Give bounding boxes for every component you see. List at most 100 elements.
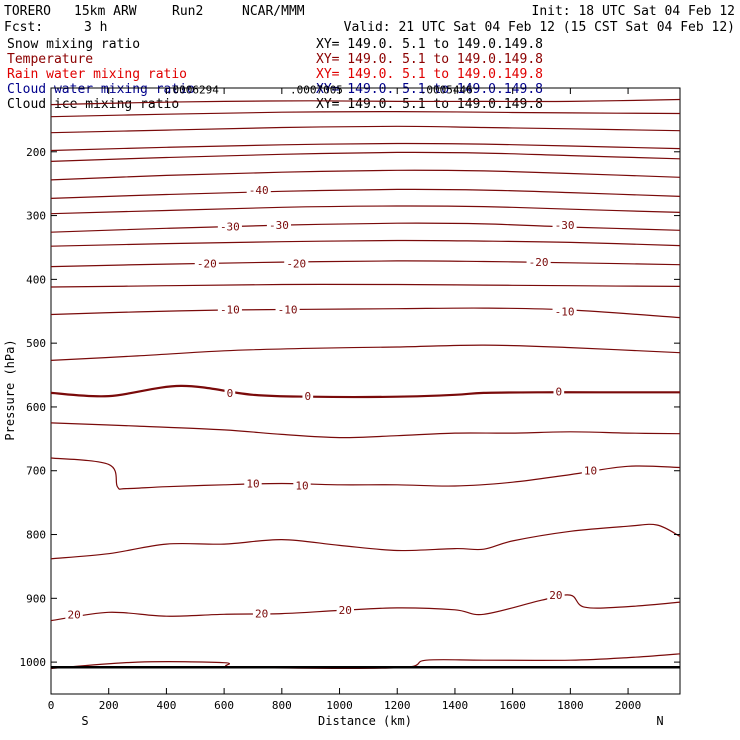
x-tick-label: 600: [214, 699, 234, 712]
contour-label-bg: [217, 303, 242, 316]
contour-label-bg: [293, 479, 311, 492]
y-tick-label: 300: [26, 210, 46, 223]
contour-line-0: [50, 384, 680, 399]
contour-label-bg: [246, 184, 271, 197]
x-tick-label: 400: [156, 699, 176, 712]
fcst-label: Fcst:: [4, 20, 43, 35]
south-label: S: [81, 714, 88, 728]
field-name: Temperature: [7, 52, 93, 67]
contour-label-bg: [65, 608, 83, 621]
x-axis-label: Distance (km): [318, 714, 412, 728]
contour-label: -30: [220, 220, 240, 233]
contour-line-m10: [50, 307, 681, 319]
y-tick-label: 600: [26, 401, 46, 414]
y-tick-label: 200: [26, 146, 46, 159]
contour-label: 10: [584, 465, 597, 478]
contour-label-bg: [302, 390, 314, 403]
plot-area: -40 -30 -30 -30 -20 -20 -20 -10 -10 -10 0 0 0 10 10 10 2…: [20, 84, 681, 712]
field-legend: Snow mixing ratio XY= 149.0. 5.1 to 149.0…: [7, 37, 543, 112]
x-tick-label: 1800: [557, 699, 584, 712]
contour-label: 0: [227, 387, 234, 400]
contour-line-20: [50, 594, 681, 622]
contour-label: 10: [246, 477, 259, 490]
valid-time: Valid: 21 UTC Sat 04 Feb 12 (15 CST Sat …: [344, 20, 735, 35]
contour-label-bg: [275, 303, 300, 316]
contour-line-15: [50, 523, 681, 560]
y-tick-label: 700: [26, 465, 46, 478]
contour-label: 20: [339, 604, 352, 617]
contour-label: 20: [67, 608, 80, 621]
resolution-label: 15km ARW: [74, 4, 137, 19]
contour-label-bg: [552, 305, 577, 318]
contour-line-m55: [50, 142, 681, 152]
contour-label: 0: [304, 390, 311, 403]
contour-label-bg: [266, 219, 291, 232]
contour-label-bg: [526, 256, 551, 269]
contour-label-bg: [244, 477, 262, 490]
x-tick-label: 1200: [384, 699, 411, 712]
contour-label: -30: [269, 219, 289, 232]
contour-label: -10: [220, 303, 240, 316]
field-xy: XY= 149.0. 5.1 to 149.0.149.8: [316, 82, 543, 97]
x-tick-label: 200: [99, 699, 119, 712]
contour-label: 10: [295, 479, 308, 492]
contour-label-bg: [217, 220, 242, 233]
contour-line-m70: [50, 98, 681, 106]
contour-label: 20: [549, 589, 562, 602]
init-time: Init: 18 UTC Sat 04 Feb 12: [532, 4, 736, 19]
contour-label-bg: [547, 589, 565, 602]
contour-line-5: [50, 422, 681, 439]
contour-line-m25: [50, 239, 681, 247]
contour-label-bg: [336, 603, 355, 616]
x-tick-label: 1400: [442, 699, 469, 712]
contour-line-m30: [50, 222, 681, 233]
contour-label: -20: [286, 257, 306, 270]
contour-line-m20: [50, 260, 681, 268]
model-title: TORERO: [4, 4, 51, 19]
plot-frame: [50, 87, 681, 695]
contour-label: -30: [555, 219, 575, 232]
y-tick-label: 400: [26, 273, 46, 286]
x-tick-label: 1000: [326, 699, 353, 712]
contour-label: -10: [555, 305, 575, 318]
contour-line-m15: [50, 283, 681, 288]
temperature-contours: [50, 98, 681, 670]
y-tick-label: 500: [26, 337, 46, 350]
field-xy: XY= 149.0. 5.1 to 149.0.149.8: [316, 52, 543, 67]
contour-labels: -40 -30 -30 -30 -20 -20 -20 -10 -10 -10 0 0 0 10 10 10 2…: [65, 184, 600, 621]
x-tick-label: 2000: [615, 699, 642, 712]
field-xy: XY= 149.0. 5.1 to 149.0.149.8: [316, 67, 543, 82]
x-tick-label: 800: [272, 699, 292, 712]
field-xy: XY= 149.0. 5.1 to 149.0.149.8: [316, 37, 543, 52]
contour-label: -20: [529, 256, 549, 269]
contour-label: -20: [197, 257, 217, 270]
contour-line-m50: [50, 169, 681, 181]
cloud-ice-labels: .0006294 .0007005 .0005446: [166, 84, 473, 97]
contour-line-m5: [50, 344, 681, 361]
contour-label: -10: [278, 303, 298, 316]
contour-label-bg: [252, 607, 271, 620]
header: TORERO 15km ARW Run2 NCAR/MMM Init: 18 U…: [4, 4, 735, 35]
x-tick-label: 1600: [499, 699, 526, 712]
cloud-ice-label: .0007005: [290, 84, 343, 97]
x-tick-label: 0: [48, 699, 55, 712]
contour-line-m40: [50, 188, 681, 199]
contour-label: -40: [249, 184, 269, 197]
field-name: Cloud water mixing ratio: [7, 82, 195, 97]
org-label: NCAR/MMM: [242, 4, 305, 19]
x-axis-ticks: 0 200 400 600 800 1000 1200 1400 1600 1800 2000: [48, 88, 642, 712]
cloud-ice-label: .0005446: [420, 84, 473, 97]
contour-line-m65: [50, 110, 681, 118]
y-tick-label: 1000: [20, 656, 47, 669]
cloud-ice-label: .0006294: [166, 84, 219, 97]
contour-line-m35: [50, 205, 681, 215]
y-tick-label: 800: [26, 529, 46, 542]
contour-label-bg: [224, 386, 236, 399]
contour-label-bg: [581, 464, 600, 477]
field-name: Snow mixing ratio: [7, 37, 140, 52]
contour-line-m60: [50, 125, 681, 134]
contour-label-bg: [553, 385, 565, 398]
contour-label-bg: [194, 257, 219, 270]
